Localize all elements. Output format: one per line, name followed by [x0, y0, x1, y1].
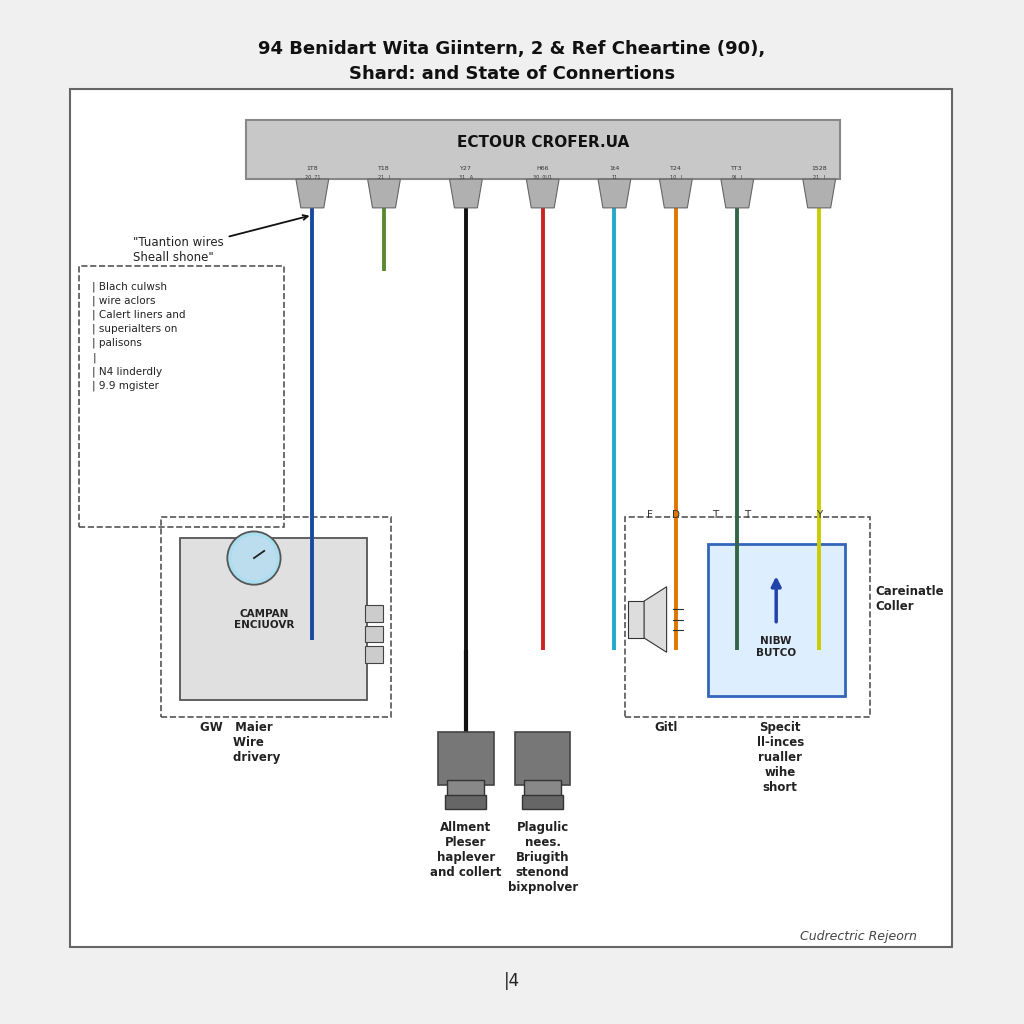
FancyBboxPatch shape: [365, 626, 383, 642]
Text: Shard: and State of Connertions: Shard: and State of Connertions: [349, 65, 675, 83]
Text: TT3: TT3: [731, 167, 743, 171]
Text: 10   l: 10 l: [670, 175, 682, 179]
Text: Careinatle
Coller: Careinatle Coller: [876, 585, 944, 613]
Circle shape: [227, 531, 281, 585]
Text: Specit
ll-inces
rualler
wihe
short: Specit ll-inces rualler wihe short: [757, 721, 804, 794]
FancyBboxPatch shape: [70, 89, 952, 947]
Text: 20  71: 20 71: [304, 175, 321, 179]
FancyBboxPatch shape: [522, 795, 563, 809]
Text: Cudrectric Rejeorn: Cudrectric Rejeorn: [800, 931, 916, 943]
Text: D: D: [672, 510, 680, 520]
Polygon shape: [598, 179, 631, 208]
Text: 21   l: 21 l: [378, 175, 390, 179]
Polygon shape: [803, 179, 836, 208]
Polygon shape: [721, 179, 754, 208]
FancyBboxPatch shape: [447, 780, 484, 797]
FancyBboxPatch shape: [445, 795, 486, 809]
Text: T: T: [744, 510, 751, 520]
Text: NIBW
BUTCO: NIBW BUTCO: [756, 636, 797, 658]
Text: 30  0U1: 30 0U1: [534, 175, 552, 179]
FancyBboxPatch shape: [180, 538, 367, 700]
Polygon shape: [296, 179, 329, 208]
Polygon shape: [450, 179, 482, 208]
Text: 9l   l: 9l l: [732, 175, 742, 179]
Text: | Blach culwsh
| wire aclors
| Calert liners and
| superialters on
| palisons
|
: | Blach culwsh | wire aclors | Calert li…: [92, 282, 185, 391]
Text: T18: T18: [378, 167, 390, 171]
Text: 11: 11: [611, 175, 617, 179]
Text: Gitl: Gitl: [654, 721, 677, 734]
Text: ECTOUR CROFER.UA: ECTOUR CROFER.UA: [457, 135, 629, 150]
Text: 1t4: 1t4: [609, 167, 620, 171]
Text: Y27: Y27: [460, 167, 472, 171]
Circle shape: [231, 536, 276, 581]
FancyBboxPatch shape: [708, 544, 845, 696]
Text: |4: |4: [504, 972, 520, 990]
FancyBboxPatch shape: [365, 605, 383, 622]
Text: 1528: 1528: [811, 167, 827, 171]
Text: Allment
Pleser
haplever
and collert: Allment Pleser haplever and collert: [430, 821, 502, 880]
Text: CAMPAN
ENCIUOVR: CAMPAN ENCIUOVR: [234, 608, 294, 631]
FancyBboxPatch shape: [515, 732, 570, 785]
Text: 1T8: 1T8: [306, 167, 318, 171]
Text: "Tuantion wires
Sheall shone": "Tuantion wires Sheall shone": [133, 215, 307, 263]
Bar: [628, 601, 644, 638]
Text: H66: H66: [537, 167, 549, 171]
Text: T24: T24: [670, 167, 682, 171]
Text: 31   A: 31 A: [459, 175, 473, 179]
Text: 94 Benidart Wita Giintern, 2 & Ref Cheartine (90),: 94 Benidart Wita Giintern, 2 & Ref Chear…: [258, 40, 766, 58]
Text: Y: Y: [816, 510, 822, 520]
Text: Plagulic
nees.
Briugith
stenond
bixpnolver: Plagulic nees. Briugith stenond bixpnolv…: [508, 821, 578, 894]
Text: GW   Maier
        Wire
        drivery: GW Maier Wire drivery: [200, 721, 280, 764]
Polygon shape: [368, 179, 400, 208]
Text: F: F: [647, 510, 653, 520]
Polygon shape: [644, 587, 667, 652]
Polygon shape: [526, 179, 559, 208]
Text: 21   l: 21 l: [813, 175, 825, 179]
Polygon shape: [659, 179, 692, 208]
FancyBboxPatch shape: [246, 120, 840, 179]
FancyBboxPatch shape: [438, 732, 494, 785]
Text: T: T: [712, 510, 718, 520]
FancyBboxPatch shape: [365, 646, 383, 663]
FancyBboxPatch shape: [524, 780, 561, 797]
